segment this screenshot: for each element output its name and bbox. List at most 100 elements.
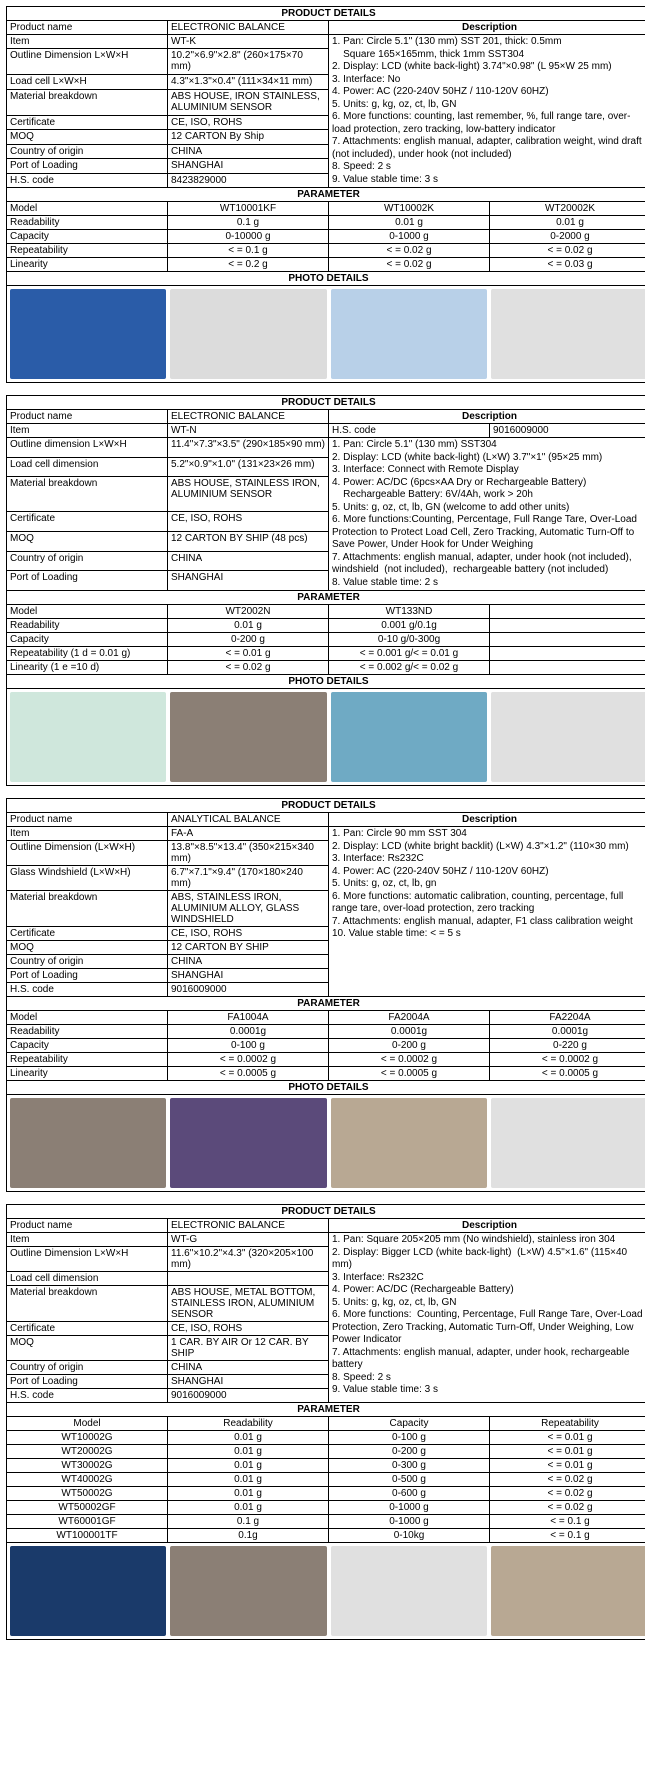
param-cell: 0.01 g	[329, 216, 490, 230]
param-col-header: Capacity	[329, 1417, 490, 1431]
details-header: PRODUCT DETAILS	[7, 7, 645, 21]
param-cell: < = 0.02 g	[168, 661, 329, 675]
description-text: 1. Pan: Circle 5.1" (130 mm) SST 201, th…	[329, 35, 645, 188]
spec-label: MOQ	[7, 532, 168, 552]
product-block: PRODUCT DETAILSProduct nameELECTRONIC BA…	[6, 395, 645, 786]
product-block: PRODUCT DETAILSProduct nameANALYTICAL BA…	[6, 798, 645, 1192]
parameter-header: PARAMETER	[7, 1403, 645, 1417]
spec-value: ELECTRONIC BALANCE	[168, 1219, 329, 1233]
spec-label: Outline dimension L×W×H	[7, 438, 168, 458]
details-table: PRODUCT DETAILSProduct nameELECTRONIC BA…	[6, 1204, 645, 1640]
spec-label: MOQ	[7, 1336, 168, 1361]
details-header: PRODUCT DETAILS	[7, 396, 645, 410]
product-photo	[331, 1546, 487, 1636]
spec-value: 5.2"×0.9"×1.0" (131×23×26 mm)	[168, 457, 329, 477]
param-cell: Linearity	[7, 258, 168, 272]
spec-label: Material breakdown	[7, 89, 168, 115]
spec-value: 9016009000	[490, 424, 645, 438]
description-text: 1. Pan: Square 205×205 mm (No windshield…	[329, 1233, 645, 1403]
spec-value: SHANGHAI	[168, 1375, 329, 1389]
spec-value: ABS, STAINLESS IRON, ALUMINIUM ALLOY, GL…	[168, 891, 329, 927]
photo-row	[7, 286, 645, 382]
parameter-header: PARAMETER	[7, 591, 645, 605]
spec-label: Item	[7, 35, 168, 49]
param-cell: < = 0.0002 g	[168, 1053, 329, 1067]
param-cell	[490, 633, 645, 647]
param-col-header: Model	[7, 1417, 168, 1431]
param-cell: 0.01 g	[168, 1487, 329, 1501]
param-cell: < = 0.02 g	[490, 1487, 645, 1501]
spec-label: H.S. code	[329, 424, 490, 438]
spec-label: Port of Loading	[7, 1375, 168, 1389]
spec-label: H.S. code	[7, 1389, 168, 1403]
spec-label: Port of Loading	[7, 969, 168, 983]
param-cell: 0-10kg	[329, 1529, 490, 1543]
param-cell: 0.1g	[168, 1529, 329, 1543]
param-cell: 0-100 g	[168, 1039, 329, 1053]
param-cell: 0-10 g/0-300g	[329, 633, 490, 647]
spec-label: Product name	[7, 410, 168, 424]
description-header: Description	[329, 410, 645, 424]
spec-value: WT-K	[168, 35, 329, 49]
details-header: PRODUCT DETAILS	[7, 1205, 645, 1219]
spec-value: 12 CARTON BY SHIP	[168, 941, 329, 955]
param-col-header: FA2004A	[329, 1011, 490, 1025]
spec-label: Material breakdown	[7, 891, 168, 927]
param-cell: 0-300 g	[329, 1459, 490, 1473]
details-header: PRODUCT DETAILS	[7, 799, 645, 813]
spec-label: Certificate	[7, 115, 168, 129]
description-header: Description	[329, 21, 645, 35]
spec-label: H.S. code	[7, 983, 168, 997]
product-block: PRODUCT DETAILSProduct nameELECTRONIC BA…	[6, 6, 645, 383]
param-cell: WT20002G	[7, 1445, 168, 1459]
param-cell: 0.001 g/0.1g	[329, 619, 490, 633]
spec-value: 12 CARTON By Ship	[168, 130, 329, 144]
spec-value: CE, ISO, ROHS	[168, 1322, 329, 1336]
spec-value: SHANGHAI	[168, 969, 329, 983]
param-cell: < = 0.02 g	[329, 244, 490, 258]
param-cell: < = 0.0005 g	[490, 1067, 645, 1081]
param-row-label: Model	[7, 1011, 168, 1025]
param-cell: 0.01 g	[168, 1431, 329, 1445]
spec-label: Item	[7, 424, 168, 438]
param-cell: 0.01 g	[490, 216, 645, 230]
spec-value: 9016009000	[168, 983, 329, 997]
param-cell: WT60001GF	[7, 1515, 168, 1529]
param-cell: < = 0.02 g	[329, 258, 490, 272]
photo-row	[7, 1095, 645, 1191]
photo-row	[7, 689, 645, 785]
param-col-header: WT133ND	[329, 605, 490, 619]
param-col-header	[490, 605, 645, 619]
product-photo	[10, 1098, 166, 1188]
spec-label: Country of origin	[7, 551, 168, 571]
spec-label: Certificate	[7, 927, 168, 941]
param-cell: WT10002G	[7, 1431, 168, 1445]
spec-value: 8423829000	[168, 173, 329, 188]
spec-label: Certificate	[7, 512, 168, 532]
spec-value: ELECTRONIC BALANCE	[168, 21, 329, 35]
param-cell: < = 0.02 g	[490, 1473, 645, 1487]
param-cell: 0.0001g	[168, 1025, 329, 1039]
spec-value: CE, ISO, ROHS	[168, 512, 329, 532]
param-cell: Capacity	[7, 633, 168, 647]
spec-label: H.S. code	[7, 173, 168, 188]
param-cell: 0.01 g	[168, 1473, 329, 1487]
photo-header: PHOTO DETAILS	[7, 272, 645, 286]
spec-label: Outline Dimension L×W×H	[7, 49, 168, 75]
spec-label: Product name	[7, 813, 168, 827]
param-cell: 0-1000 g	[329, 1501, 490, 1515]
spec-value: 1 CAR. BY AIR Or 12 CAR. BY SHIP	[168, 1336, 329, 1361]
photo-header: PHOTO DETAILS	[7, 1081, 645, 1095]
param-cell: 0.0001g	[490, 1025, 645, 1039]
product-photo	[331, 692, 487, 782]
param-cell: Repeatability	[7, 1053, 168, 1067]
product-photo	[10, 1546, 166, 1636]
parameter-header: PARAMETER	[7, 997, 645, 1011]
param-cell: 0.01 g	[168, 1501, 329, 1515]
product-photo	[10, 289, 166, 379]
spec-value: CHINA	[168, 144, 329, 158]
spec-value: 6.7"×7.1"×9.4" (170×180×240 mm)	[168, 866, 329, 891]
spec-label: Port of Loading	[7, 571, 168, 591]
spec-value: 9016009000	[168, 1389, 329, 1403]
param-col-header: WT10002K	[329, 202, 490, 216]
